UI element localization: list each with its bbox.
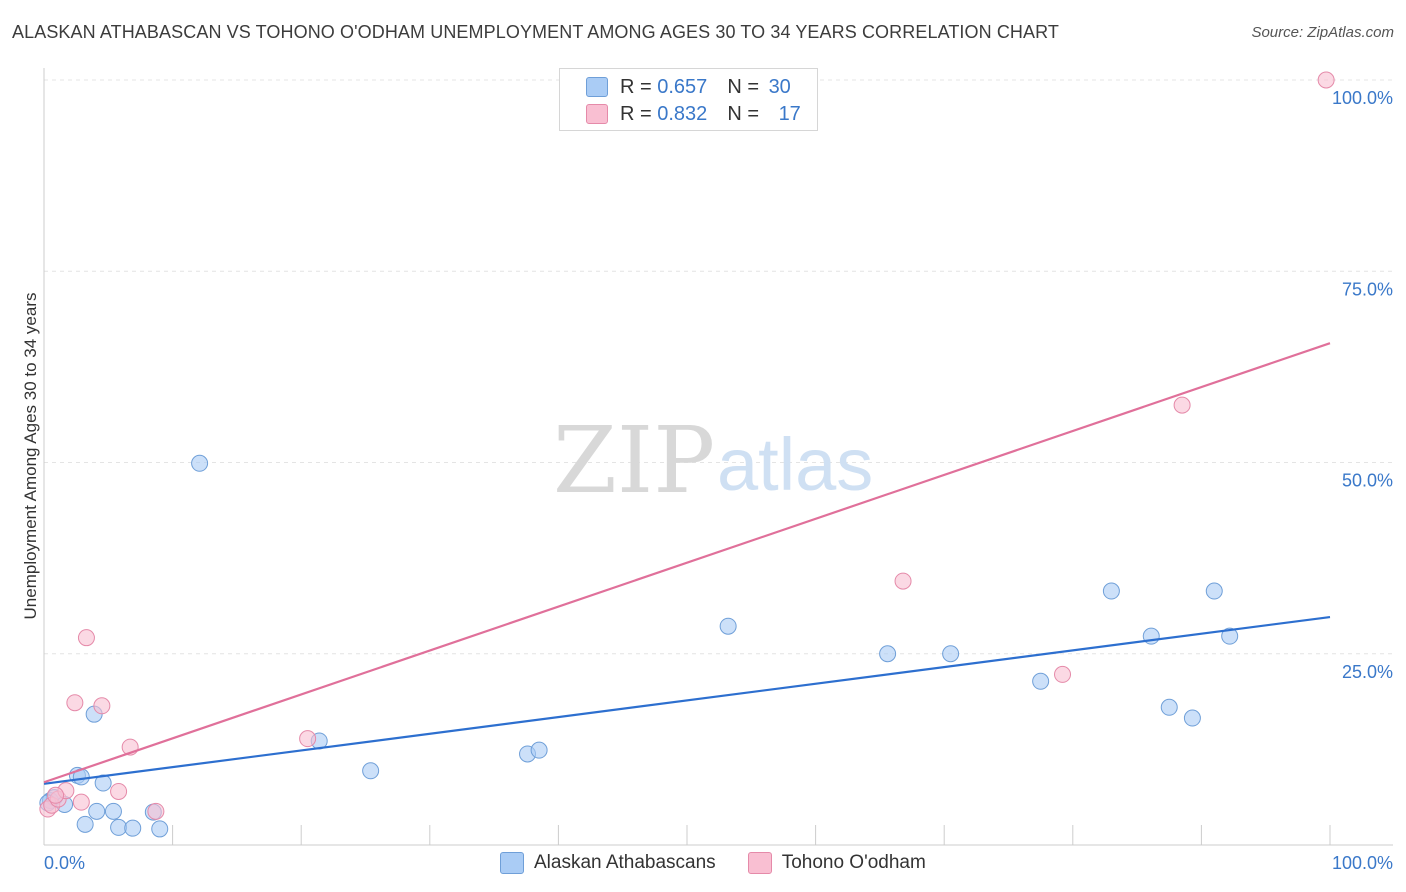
correlation-legend: R = 0.657 N = 30 R = 0.832 N = 17 bbox=[559, 68, 818, 131]
athabascan-point[interactable] bbox=[151, 820, 169, 838]
athabascan-point[interactable] bbox=[76, 815, 94, 833]
athabascan-point[interactable] bbox=[110, 818, 128, 836]
athabascan-point[interactable] bbox=[124, 819, 142, 837]
athabascan-point[interactable] bbox=[1032, 672, 1050, 690]
legend-r-label: R = bbox=[620, 75, 658, 98]
y-tick-label: 50.0% bbox=[1342, 471, 1393, 491]
legend-swatch-tohono bbox=[747, 852, 772, 874]
tohono-trend-line bbox=[43, 342, 1331, 784]
y-tick-label: 25.0% bbox=[1342, 662, 1393, 682]
series-legend: Alaskan Athabascans Tohono O'odham bbox=[500, 852, 958, 874]
athabascan-point[interactable] bbox=[88, 802, 106, 820]
watermark-zip: ZIP bbox=[553, 407, 715, 514]
athabascan-point[interactable] bbox=[362, 762, 380, 780]
x-tick-label: 100.0% bbox=[1332, 853, 1393, 873]
legend-label-athabascans: Alaskan Athabascans bbox=[534, 852, 716, 873]
source-label: Source: ZipAtlas.com bbox=[1251, 24, 1394, 41]
trend-lines bbox=[43, 342, 1331, 785]
legend-item-athabascans[interactable]: Alaskan Athabascans bbox=[500, 852, 716, 874]
grid-lines bbox=[44, 79, 1393, 655]
y-ticks: 25.0% 50.0% 75.0% 100.0% bbox=[1332, 88, 1393, 682]
tohono-point[interactable] bbox=[1173, 396, 1191, 414]
tohono-point[interactable] bbox=[894, 572, 912, 590]
legend-r-label: R = bbox=[620, 102, 658, 125]
y-tick-label: 100.0% bbox=[1332, 88, 1393, 108]
athabascan-point[interactable] bbox=[1205, 582, 1223, 600]
axes bbox=[43, 68, 1393, 846]
legend-n-label: N = bbox=[727, 75, 765, 98]
athabascan-point[interactable] bbox=[1183, 709, 1201, 727]
watermark-atlas: atlas bbox=[717, 423, 873, 506]
athabascan-point[interactable] bbox=[1160, 698, 1178, 716]
watermark: ZIP atlas bbox=[553, 407, 873, 514]
legend-r-value: 0.832 bbox=[657, 102, 708, 125]
legend-label-tohono: Tohono O'odham bbox=[781, 852, 926, 873]
legend-row-tohono: R = 0.832 N = 17 bbox=[586, 102, 801, 126]
tohono-point[interactable] bbox=[93, 697, 111, 715]
athabascan-point[interactable] bbox=[1102, 582, 1120, 600]
tohono-point[interactable] bbox=[77, 629, 95, 647]
legend-r-value: 0.657 bbox=[657, 75, 708, 98]
tohono-point[interactable] bbox=[147, 802, 165, 820]
athabascan-point[interactable] bbox=[1221, 627, 1239, 645]
legend-swatch-athabascans bbox=[586, 77, 608, 97]
tohono-point[interactable] bbox=[299, 730, 317, 748]
legend-n-label: N = bbox=[727, 102, 765, 125]
tohono-point[interactable] bbox=[1054, 665, 1072, 683]
athabascan-point[interactable] bbox=[719, 617, 737, 635]
y-tick-label: 75.0% bbox=[1342, 279, 1393, 299]
athabascan-point[interactable] bbox=[104, 802, 122, 820]
x-ticks: 0.0% 100.0% bbox=[43, 825, 1393, 873]
legend-row-athabascans: R = 0.657 N = 30 bbox=[586, 75, 791, 99]
tohono-point[interactable] bbox=[110, 782, 128, 800]
athabascan-point[interactable] bbox=[879, 645, 897, 663]
athabascan-point[interactable] bbox=[191, 454, 209, 472]
tohono-point[interactable] bbox=[1317, 71, 1335, 89]
legend-swatch-athabascans bbox=[500, 852, 524, 874]
tohono-point[interactable] bbox=[47, 786, 65, 804]
legend-n-value: 30 bbox=[768, 75, 791, 98]
y-axis-label: Unemployment Among Ages 30 to 34 years bbox=[21, 293, 40, 620]
athabascan-point[interactable] bbox=[942, 645, 960, 663]
legend-swatch-tohono bbox=[586, 104, 608, 124]
tohono-point[interactable] bbox=[72, 793, 90, 811]
athabascan-trend-line bbox=[43, 615, 1331, 785]
legend-n-value: 17 bbox=[778, 102, 801, 125]
x-tick-label: 0.0% bbox=[44, 853, 85, 873]
tohono-point[interactable] bbox=[66, 694, 84, 712]
chart-title: ALASKAN ATHABASCAN VS TOHONO O'ODHAM UNE… bbox=[12, 22, 1060, 42]
athabascan-point[interactable] bbox=[530, 741, 548, 759]
legend-item-tohono[interactable]: Tohono O'odham bbox=[747, 852, 926, 874]
